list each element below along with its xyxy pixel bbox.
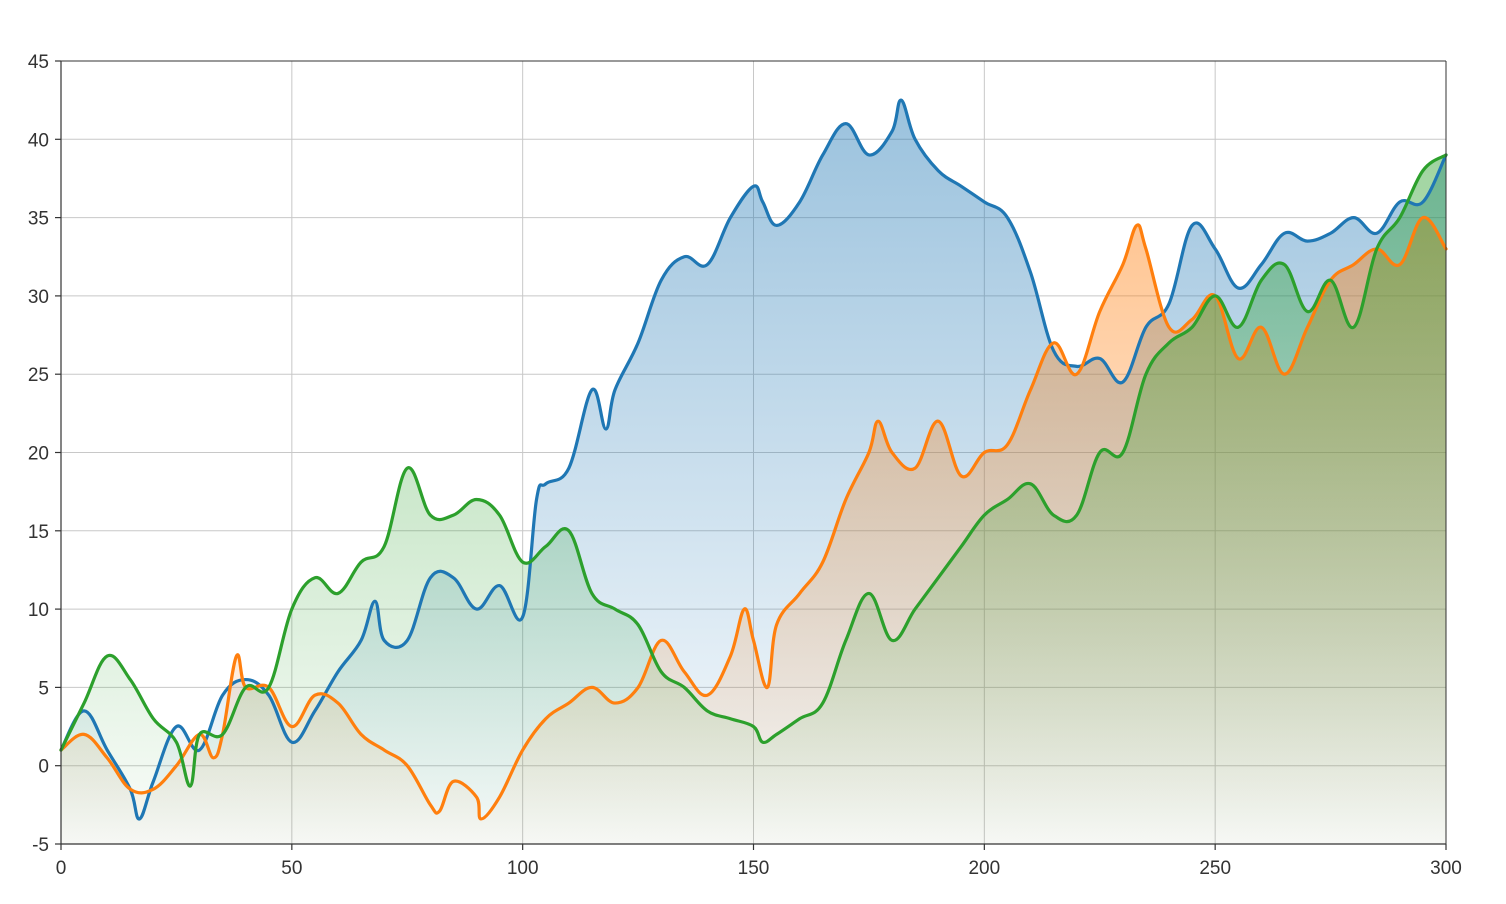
x-tick-label: 250 — [1199, 858, 1231, 879]
y-tick-label: 5 — [38, 678, 49, 699]
y-tick-label: 20 — [28, 444, 49, 465]
y-tick-label: 0 — [38, 757, 49, 778]
x-tick-label: 300 — [1430, 858, 1462, 879]
y-tick-label: 15 — [28, 522, 49, 543]
y-tick-label: -5 — [32, 835, 49, 856]
x-tick-label: 50 — [281, 858, 302, 879]
x-tick-label: 200 — [968, 858, 1000, 879]
series-1-line — [59, 98, 1448, 821]
axes: 0 50 100 150 200 250 300 -5 0 5 10 15 20 25 30 35 40 45 — [28, 52, 1462, 879]
series-3-line — [59, 153, 1448, 788]
y-tick-label: 30 — [28, 287, 49, 308]
y-tick-label: 10 — [28, 600, 49, 621]
y-tick-label: 25 — [28, 365, 49, 386]
area-fills — [61, 100, 1446, 845]
x-tick-label: 0 — [56, 858, 67, 879]
x-tick-label: 150 — [738, 858, 770, 879]
y-tick-label: 40 — [28, 130, 49, 151]
x-tick-label: 100 — [507, 858, 539, 879]
series-lines — [59, 98, 1448, 821]
series-2-line — [59, 215, 1448, 821]
y-tick-label: 45 — [28, 52, 49, 73]
series-3-area — [61, 154, 1446, 844]
y-tick-label: 35 — [28, 209, 49, 230]
